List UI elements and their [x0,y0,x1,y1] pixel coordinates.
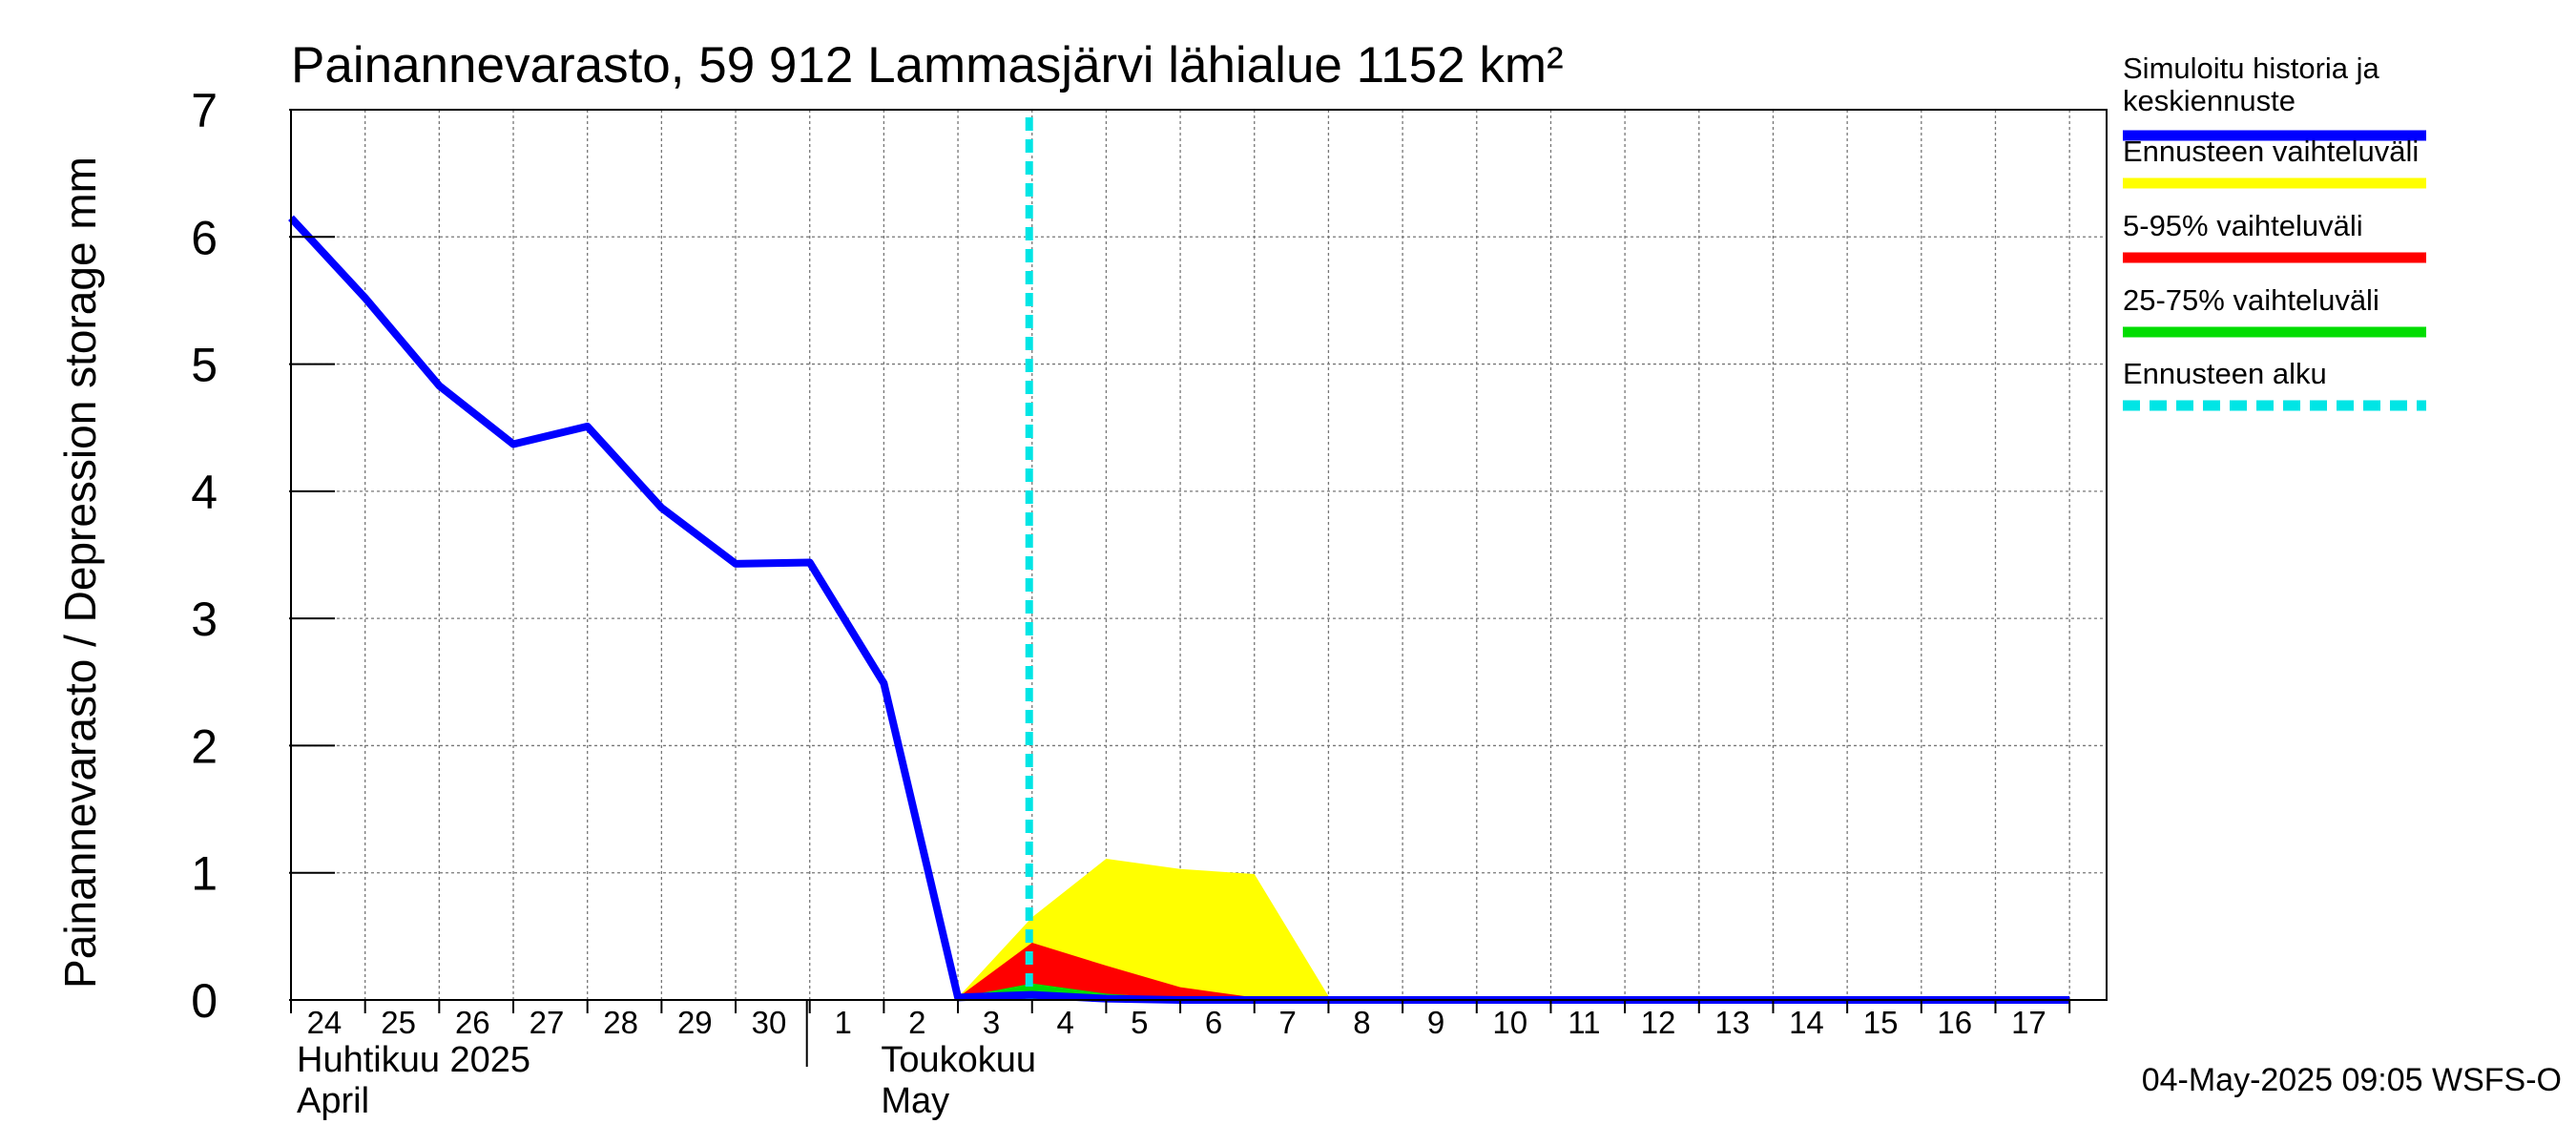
x-tick-label: 25 [381,1005,416,1040]
x-tick-label: 30 [752,1005,787,1040]
x-tick-label: 10 [1492,1005,1527,1040]
x-tick-label: 6 [1205,1005,1222,1040]
x-tick-label: 14 [1789,1005,1824,1040]
month-label-fi: Toukokuu [881,1040,1036,1080]
x-tick-label: 16 [1937,1005,1972,1040]
x-tick-label: 26 [455,1005,490,1040]
x-tick-label: 24 [307,1005,343,1040]
forecast-bands [958,859,1403,1000]
x-tick-label: 29 [677,1005,713,1040]
month-label-en: May [881,1081,949,1121]
x-tick-label: 12 [1641,1005,1676,1040]
y-tick-label: 2 [191,719,218,773]
footer-timestamp: 04-May-2025 09:05 WSFS-O [2142,1062,2562,1098]
y-tick-label: 4 [191,466,218,519]
legend-label: Simuloitu historia ja [2123,52,2380,85]
legend-label: 25-75% vaihteluväli [2123,283,2379,317]
y-tick-label: 7 [191,84,218,137]
x-tick-label: 9 [1427,1005,1444,1040]
x-tick-label: 3 [983,1005,1000,1040]
x-tick-label: 8 [1353,1005,1370,1040]
y-tick-label: 6 [191,211,218,264]
month-label-en: April [297,1081,369,1121]
x-tick-label: 13 [1714,1005,1750,1040]
month-label-fi: Huhtikuu 2025 [297,1040,530,1080]
y-tick-label: 5 [191,339,218,392]
x-tick-label: 28 [603,1005,638,1040]
band-5-95-vaihteluv-li [958,943,1329,1000]
grid [291,109,2107,1000]
x-tick-label: 7 [1279,1005,1297,1040]
x-tick-label: 17 [2011,1005,2046,1040]
x-tick-label: 4 [1057,1005,1074,1040]
plot-frame [290,109,2108,1001]
legend-label: Ennusteen vaihteluväli [2123,135,2419,168]
x-tick-label: 1 [834,1005,851,1040]
x-tick-label: 2 [908,1005,925,1040]
y-tick-label: 1 [191,847,218,901]
x-tick-label: 27 [530,1005,565,1040]
legend-label: keskiennuste [2123,84,2296,117]
x-tick-label: 15 [1863,1005,1899,1040]
y-tick-label: 3 [191,593,218,646]
x-tick-label: 11 [1568,1005,1600,1040]
legend-label: Ennusteen alku [2123,357,2327,390]
axes [289,109,2108,1067]
x-tick-label: 5 [1131,1005,1148,1040]
legend-label: 5-95% vaihteluväli [2123,209,2363,242]
y-axis-label: Painannevarasto / Depression storage mm [55,156,105,989]
y-tick-label: 0 [191,974,218,1028]
chart-title: Painannevarasto, 59 912 Lammasjärvi lähi… [291,37,1564,94]
